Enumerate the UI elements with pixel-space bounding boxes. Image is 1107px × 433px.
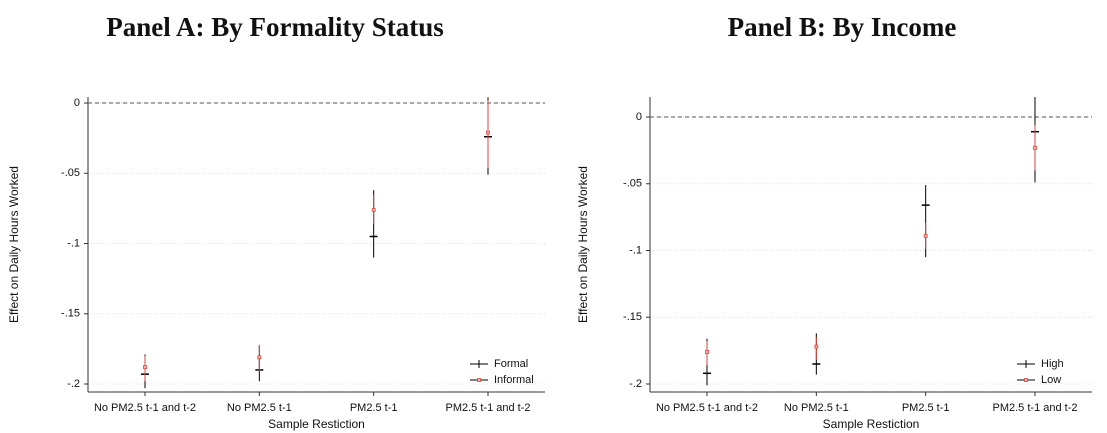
panel-title: Panel B: By Income — [728, 12, 957, 42]
y-tick-label: -.2 — [67, 378, 80, 390]
point — [257, 355, 262, 360]
y-tick-label: -.05 — [623, 178, 642, 190]
x-axis-label: Sample Restiction — [268, 417, 365, 431]
x-tick-label: PM2.5 t-1 — [350, 402, 398, 414]
x-tick-label: PM2.5 t-1 and t-2 — [446, 402, 531, 414]
x-tick-label: No PM2.5 t-1 — [227, 402, 292, 414]
legend-label: High — [1041, 358, 1064, 370]
x-tick-label: PM2.5 t-1 — [902, 402, 950, 414]
y-axis-label: Effect on Daily Hours Worked — [7, 166, 21, 323]
point — [705, 350, 709, 354]
legend-marker — [477, 378, 481, 382]
point — [1033, 145, 1037, 150]
panel-title: Panel A: By Formality Status — [106, 12, 444, 42]
legend-marker — [1024, 378, 1028, 382]
x-tick-label: No PM2.5 t-1 and t-2 — [94, 402, 196, 414]
point — [371, 207, 376, 212]
y-tick-label: -.15 — [623, 311, 642, 323]
legend-label: Low — [1041, 374, 1061, 386]
y-tick-label: -.1 — [629, 244, 642, 256]
y-tick-label: -.1 — [67, 237, 80, 249]
x-tick-label: PM2.5 t-1 and t-2 — [993, 402, 1078, 414]
y-tick-label: 0 — [636, 111, 642, 123]
point — [923, 233, 928, 238]
x-tick-label: No PM2.5 t-1 and t-2 — [656, 402, 758, 414]
legend-label: Formal — [494, 358, 528, 370]
y-tick-label: -.15 — [61, 308, 80, 320]
x-tick-label: No PM2.5 t-1 — [784, 402, 849, 414]
point — [814, 344, 819, 349]
point — [143, 365, 147, 370]
legend-label: Informal — [494, 374, 534, 386]
y-tick-label: -.05 — [61, 167, 80, 179]
x-axis-label: Sample Restiction — [823, 417, 920, 431]
y-tick-label: 0 — [74, 97, 80, 109]
point — [486, 130, 490, 135]
y-tick-label: -.2 — [629, 378, 642, 390]
y-axis-label: Effect on Daily Hours Worked — [576, 166, 590, 323]
